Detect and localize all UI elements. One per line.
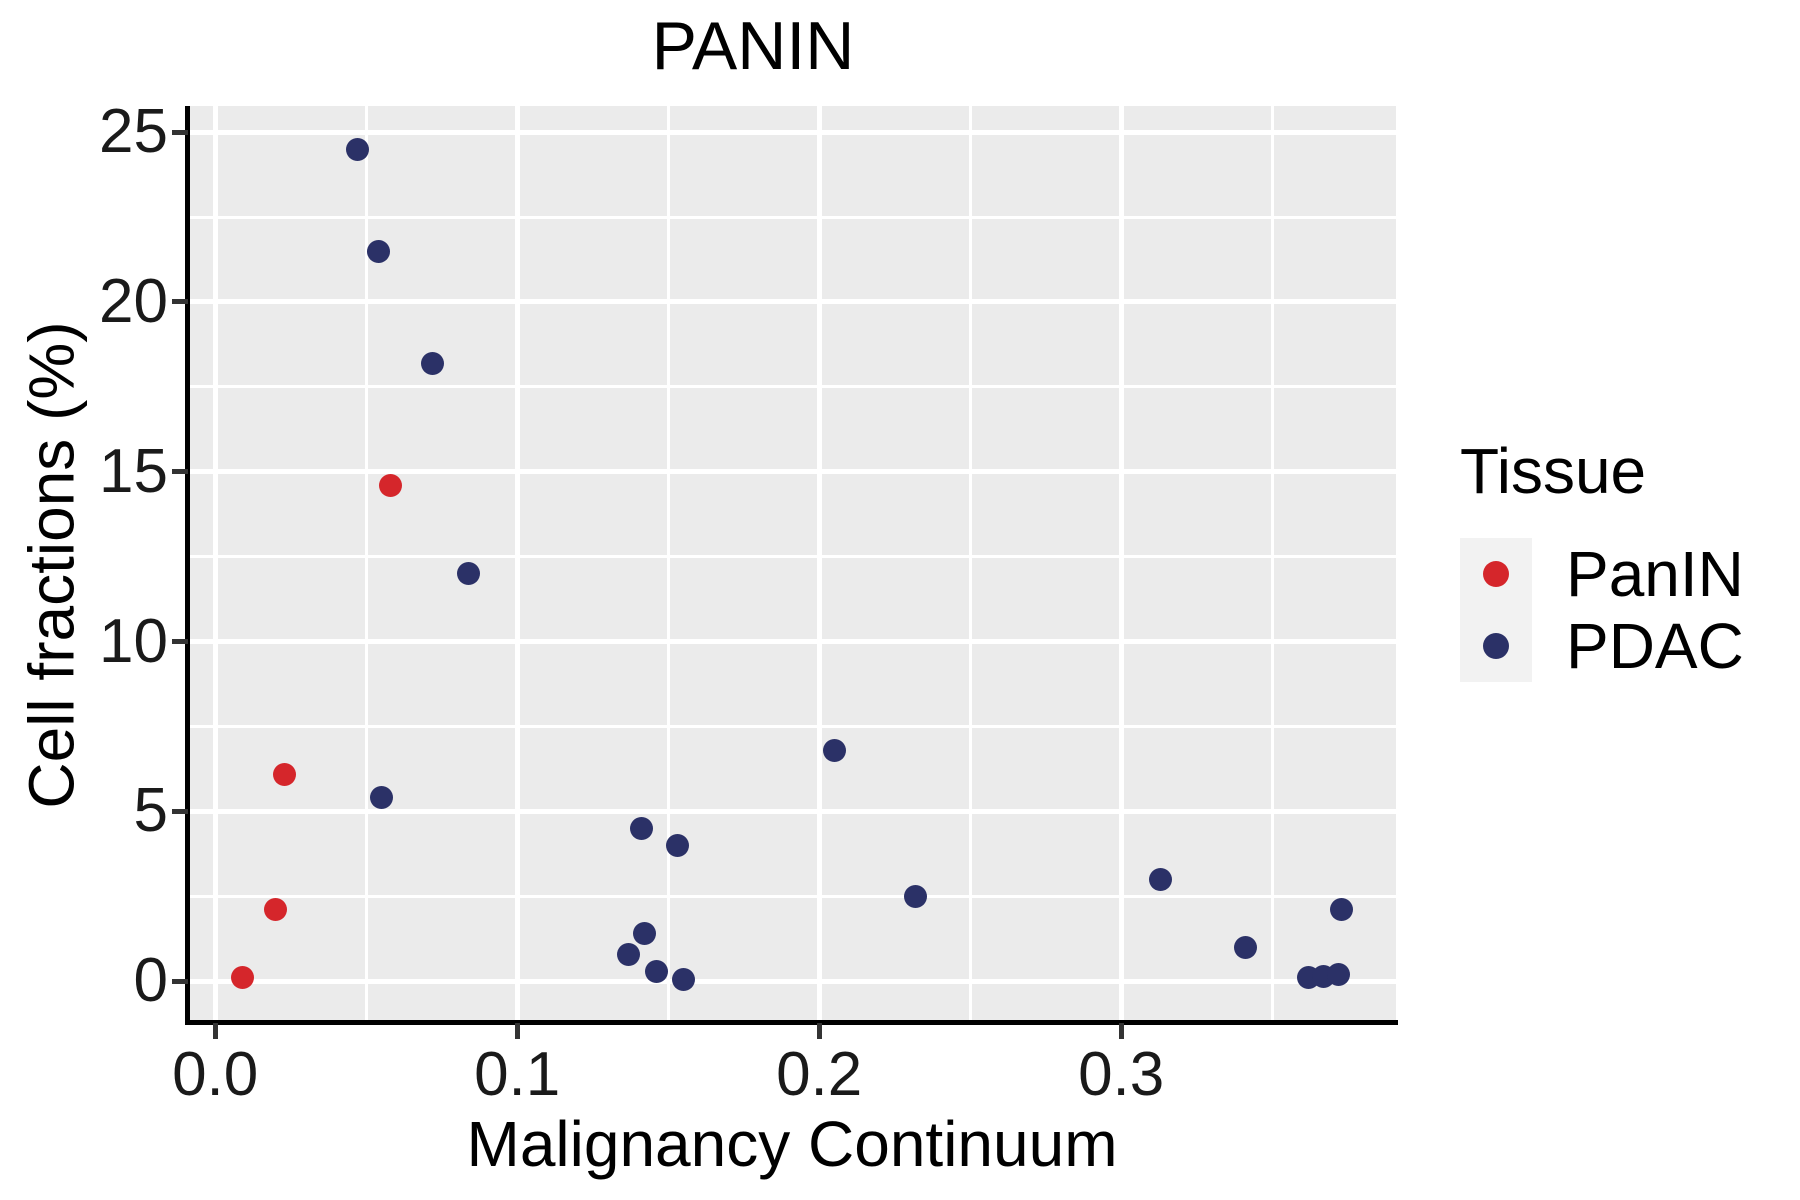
y-tick-mark [172,978,188,984]
gridline-y-major [188,639,1396,645]
data-point-pdac [1327,962,1351,986]
data-point-pdac [1148,867,1172,891]
y-axis-title: Cell fractions (%) [16,106,88,1023]
data-point-pdac [369,786,393,810]
data-point-pdac [671,968,695,992]
gridline-x-minor [364,106,368,1023]
y-tick-label: 5 [133,776,168,846]
gridline-y-major [188,129,1396,135]
y-tick-mark [172,299,188,305]
x-tick-mark [212,1023,218,1039]
y-tick-mark [172,808,188,814]
gridline-y-major [188,808,1396,814]
data-point-pdac [366,239,390,263]
y-tick-mark [172,129,188,135]
gridline-x-major [1118,106,1124,1023]
x-tick-label: 0.0 [172,1040,259,1109]
data-point-pdac [457,562,481,586]
data-point-pdac [1330,898,1354,922]
data-point-panin [273,762,297,786]
x-tick-label: 0.3 [1078,1040,1165,1109]
x-axis-title: Malignancy Continuum [466,1108,1118,1180]
y-tick-label: 10 [99,606,168,676]
gridline-x-minor [1270,106,1274,1023]
gridline-y-major [188,469,1396,475]
y-tick-label: 25 [99,97,168,167]
legend-item-pdac: PDAC [1460,610,1744,682]
y-tick-mark [172,469,188,475]
y-axis-line [185,106,190,1023]
data-point-pdac [1233,935,1257,959]
gridline-y-major [188,299,1396,305]
data-point-panin [378,473,402,497]
data-point-pdac [421,351,445,375]
legend: Tissue PanIN PDAC [1460,438,1744,682]
gridline-y-minor [188,894,1396,898]
plot-panel [188,106,1396,1023]
data-point-pdac [632,922,656,946]
gridline-y-minor [188,725,1396,728]
data-point-pdac [644,959,668,983]
data-point-panin [264,898,288,922]
legend-item-panin: PanIN [1460,538,1744,610]
gridline-x-minor [666,106,670,1023]
x-tick-label: 0.1 [474,1040,561,1109]
gridline-x-major [816,106,822,1023]
legend-title: Tissue [1460,435,1647,507]
y-tick-mark [172,639,188,645]
gridline-y-minor [188,215,1396,219]
legend-label-pdac: PDAC [1566,610,1744,682]
gridline-y-minor [188,555,1396,559]
data-point-panin [230,966,254,990]
data-point-pdac [345,137,369,161]
data-point-pdac [617,942,641,966]
y-tick-label: 15 [99,436,168,506]
y-axis-title-text: Cell fractions (%) [16,320,88,809]
legend-label-panin: PanIN [1566,538,1744,610]
x-axis-line [185,1020,1398,1025]
data-point-pdac [629,816,653,840]
gridline-y-major [188,978,1396,984]
pdac-dot-icon [1483,633,1509,659]
y-tick-label: 20 [99,266,168,336]
plot-title: PANIN [651,8,855,84]
gridline-x-major [212,106,218,1023]
x-tick-mark [514,1023,520,1039]
x-tick-label: 0.2 [776,1040,863,1109]
gridline-x-major [514,106,520,1023]
gridline-y-minor [188,385,1396,389]
y-tick-label: 0 [133,946,168,1016]
legend-key-pdac [1460,610,1532,682]
legend-key-panin [1460,538,1532,610]
data-point-pdac [904,884,928,908]
panin-dot-icon [1483,561,1509,587]
data-point-pdac [665,833,689,857]
x-tick-mark [1118,1023,1124,1039]
gridline-x-minor [968,106,972,1023]
x-tick-mark [816,1023,822,1039]
data-point-pdac [822,738,846,762]
